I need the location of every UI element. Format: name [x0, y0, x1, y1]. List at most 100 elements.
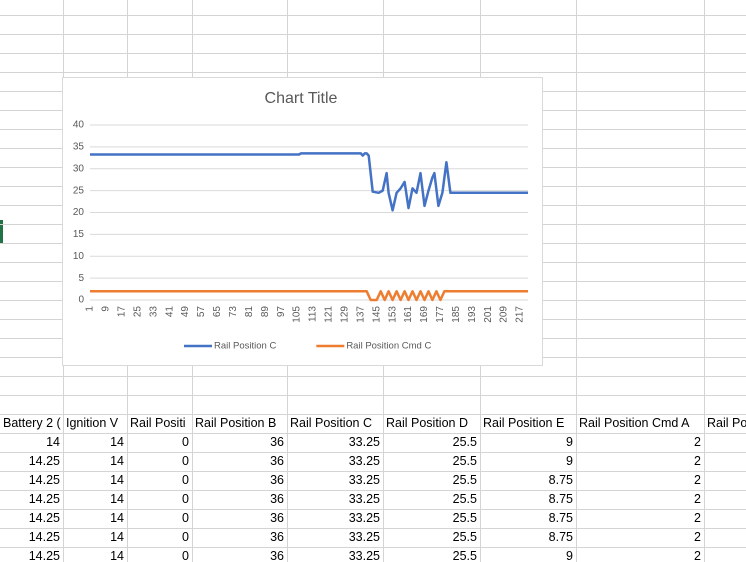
table-cell[interactable]: 36	[270, 492, 284, 506]
y-tick-label: 35	[73, 142, 85, 153]
x-tick-label: 145	[371, 306, 382, 323]
table-cell[interactable]: 25.5	[452, 454, 477, 468]
table-cell[interactable]: 14	[110, 549, 124, 562]
table-cell[interactable]: 36	[270, 435, 284, 449]
legend-label: Rail Position Cmd C	[346, 341, 431, 352]
y-tick-label: 5	[78, 273, 84, 284]
table-cell[interactable]: 9	[566, 454, 573, 468]
x-tick-label: 185	[451, 306, 462, 323]
table-cell[interactable]: 25.5	[452, 492, 477, 506]
x-tick-label: 161	[403, 306, 414, 323]
table-cell[interactable]: 36	[270, 549, 284, 562]
table-cell[interactable]: 9	[566, 435, 573, 449]
header-cell[interactable]: Rail Position D	[386, 416, 468, 430]
y-tick-label: 10	[73, 251, 85, 262]
table-cell[interactable]: 25.5	[452, 549, 477, 562]
table-cell[interactable]: 0	[182, 454, 189, 468]
table-cell[interactable]: 36	[270, 473, 284, 487]
table-cell[interactable]: 2	[694, 549, 701, 562]
header-cell[interactable]: Battery 2 (	[3, 416, 61, 430]
x-tick-label: 89	[260, 306, 271, 318]
table-cell[interactable]: 2	[694, 473, 701, 487]
table-cell[interactable]: 8.75	[548, 492, 573, 506]
x-tick-label: 209	[499, 306, 510, 323]
x-tick-label: 33	[148, 306, 159, 318]
x-tick-label: 129	[339, 306, 350, 323]
x-tick-label: 97	[276, 306, 287, 318]
header-cell[interactable]: Rail Position Cmd A	[579, 416, 690, 430]
y-tick-label: 0	[78, 295, 84, 306]
x-tick-label: 217	[515, 306, 526, 323]
table-cell[interactable]: 0	[182, 473, 189, 487]
table-cell[interactable]: 14	[46, 435, 60, 449]
table-cell[interactable]: 25.5	[452, 473, 477, 487]
table-cell[interactable]: 0	[182, 549, 189, 562]
table-cell[interactable]: 2	[694, 454, 701, 468]
x-tick-label: 17	[116, 306, 127, 318]
legend-label: Rail Position C	[214, 341, 276, 352]
table-cell[interactable]: 14	[110, 473, 124, 487]
table-cell[interactable]: 2	[694, 492, 701, 506]
table-cell[interactable]: 14.25	[28, 530, 60, 544]
table-cell[interactable]: 14.25	[28, 549, 60, 562]
y-tick-label: 30	[73, 163, 85, 174]
series-line	[90, 152, 528, 212]
table-cell[interactable]: 8.75	[548, 530, 573, 544]
y-tick-label: 15	[73, 229, 85, 240]
table-cell[interactable]: 33.25	[348, 454, 380, 468]
table-cell[interactable]: 14.25	[28, 473, 60, 487]
x-tick-label: 25	[132, 306, 143, 318]
table-cell[interactable]: 33.25	[348, 492, 380, 506]
table-cell[interactable]: 33.25	[348, 549, 380, 562]
table-cell[interactable]: 2	[694, 511, 701, 525]
x-tick-label: 201	[483, 306, 494, 323]
table-cell[interactable]: 33.25	[348, 435, 380, 449]
table-cell[interactable]: 14	[110, 492, 124, 506]
table-cell[interactable]: 8.75	[548, 473, 573, 487]
table-cell[interactable]: 14	[110, 435, 124, 449]
x-tick-label: 153	[387, 306, 398, 323]
table-cell[interactable]: 33.25	[348, 473, 380, 487]
x-tick-label: 105	[292, 306, 303, 323]
header-cell[interactable]: Rail Position C	[290, 416, 372, 430]
header-cell[interactable]: Rail Po	[707, 416, 746, 430]
x-tick-label: 169	[419, 306, 430, 323]
table-cell[interactable]: 8.75	[548, 511, 573, 525]
table-cell[interactable]: 25.5	[452, 530, 477, 544]
table-cell[interactable]: 33.25	[348, 530, 380, 544]
table-cell[interactable]: 33.25	[348, 511, 380, 525]
table-cell[interactable]: 14	[110, 530, 124, 544]
header-cell[interactable]: Ignition V	[66, 416, 119, 430]
header-cell[interactable]: Rail Position B	[195, 416, 277, 430]
table-cell[interactable]: 0	[182, 435, 189, 449]
table-cell[interactable]: 0	[182, 492, 189, 506]
table-cell[interactable]: 14	[110, 511, 124, 525]
table-cell[interactable]: 9	[566, 549, 573, 562]
table-cell[interactable]: 36	[270, 454, 284, 468]
x-tick-label: 9	[101, 306, 112, 312]
x-tick-label: 193	[467, 306, 478, 323]
x-tick-label: 73	[228, 306, 239, 318]
table-cell[interactable]: 2	[694, 435, 701, 449]
table-cell[interactable]: 36	[270, 530, 284, 544]
table-cell[interactable]: 25.5	[452, 435, 477, 449]
table-cell[interactable]: 14.25	[28, 492, 60, 506]
table-cell[interactable]: 14.25	[28, 454, 60, 468]
x-tick-label: 121	[324, 306, 335, 323]
table-cell[interactable]: 14.25	[28, 511, 60, 525]
table-cell[interactable]: 14	[110, 454, 124, 468]
x-tick-label: 177	[435, 306, 446, 323]
table-cell[interactable]: 36	[270, 511, 284, 525]
x-tick-label: 137	[355, 306, 366, 323]
header-cell[interactable]: Rail Positi	[130, 416, 186, 430]
table-cell[interactable]: 2	[694, 530, 701, 544]
table-cell[interactable]: 25.5	[452, 511, 477, 525]
header-cell[interactable]: Rail Position E	[483, 416, 565, 430]
y-tick-label: 20	[73, 207, 85, 218]
table-cell[interactable]: 0	[182, 530, 189, 544]
x-tick-label: 1	[85, 306, 96, 312]
x-tick-label: 65	[212, 306, 223, 318]
table-cell[interactable]: 0	[182, 511, 189, 525]
x-tick-label: 41	[164, 306, 175, 318]
